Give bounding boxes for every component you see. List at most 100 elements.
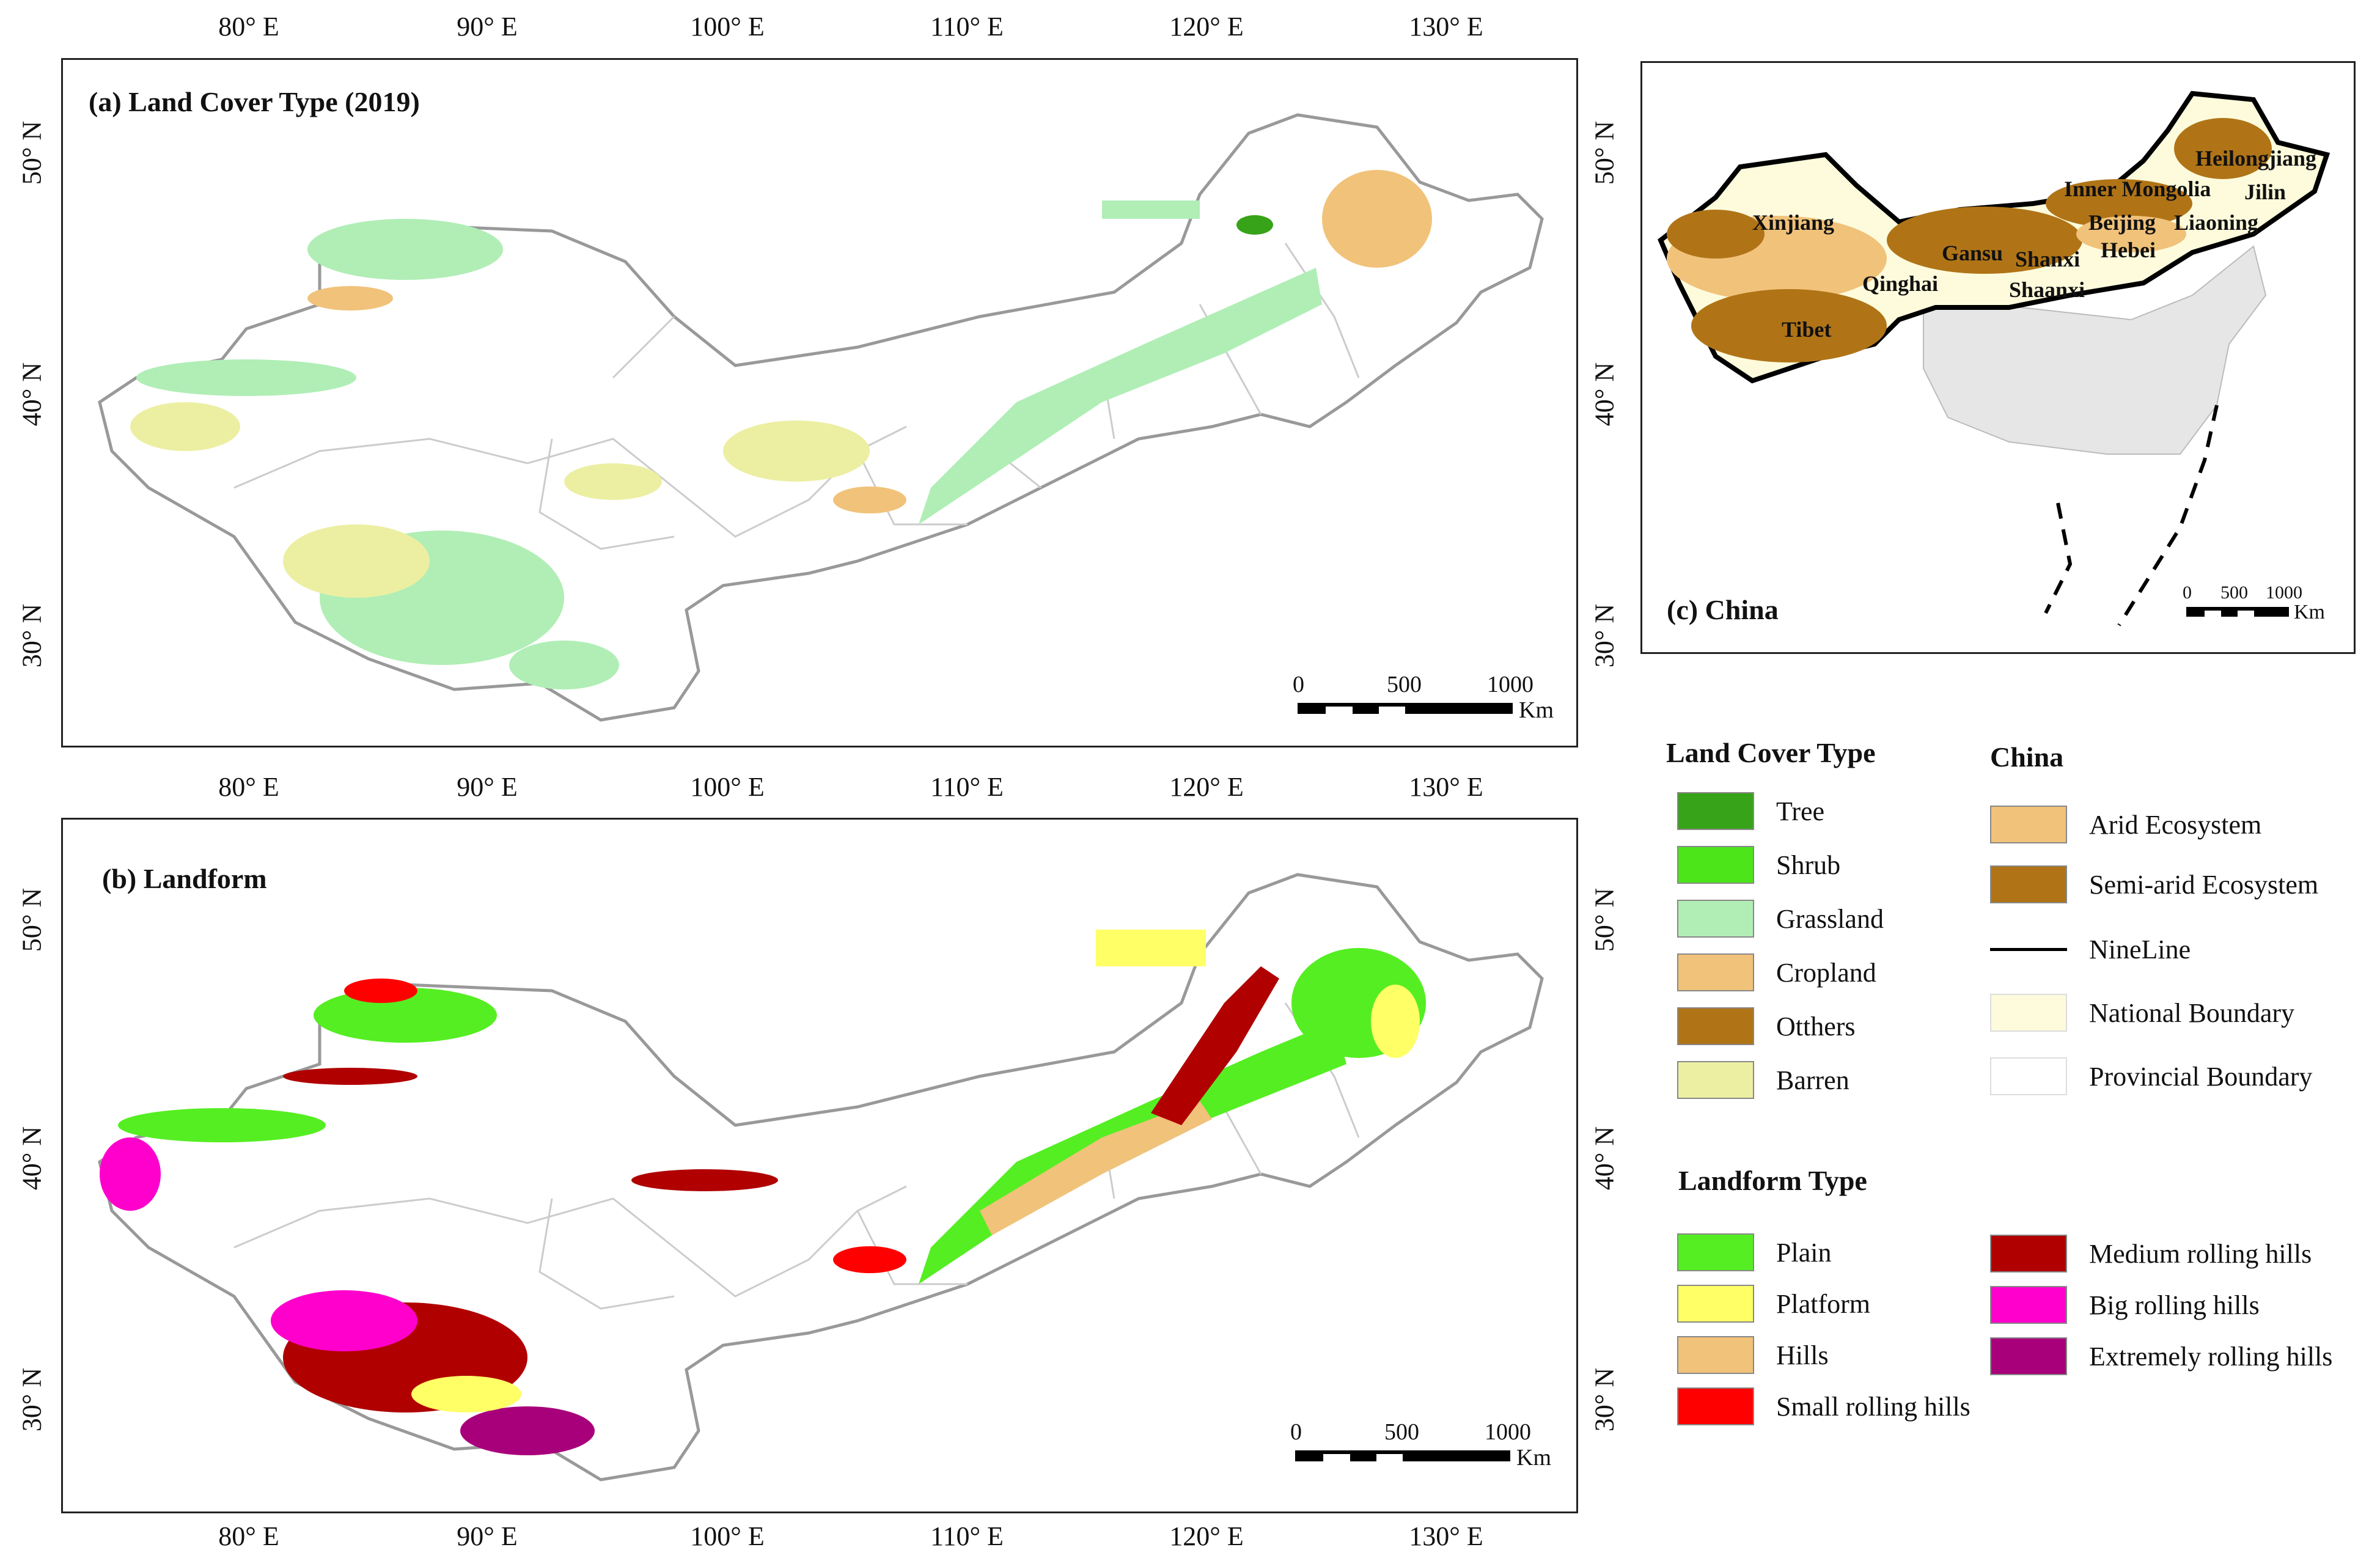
legend-line-swatch <box>1990 930 2067 968</box>
legend-title: Landform Type <box>1678 1165 1867 1196</box>
legend-item: Small rolling hills <box>1677 1387 1970 1425</box>
legend-swatch <box>1990 1286 2067 1324</box>
legend-item: National Boundary <box>1990 994 2294 1032</box>
legend-swatch <box>1677 953 1754 991</box>
province-label: Liaoning <box>2174 210 2259 235</box>
province-label: Beijing <box>2088 210 2156 235</box>
panel-a-bottom-tick: 100° E <box>690 772 765 802</box>
panel-b-bottom-tick: 90° E <box>457 1521 518 1551</box>
legend-item: Extremely rolling hills <box>1990 1337 2332 1375</box>
legend-label: Tree <box>1776 796 1825 826</box>
panel-a-bottom-tick: 110° E <box>930 772 1004 802</box>
panel-a-title: (a) Land Cover Type (2019) <box>89 86 420 117</box>
scale-unit: Km <box>2294 601 2325 623</box>
legend-swatch <box>1990 1235 2067 1273</box>
panel-a-bottom-tick: 120° E <box>1169 772 1244 802</box>
panel-a-top-tick: 110° E <box>930 12 1004 42</box>
legend-label: National Boundary <box>2089 997 2295 1028</box>
scale-unit: Km <box>1516 1445 1551 1471</box>
panel-c-title: (c) China <box>1667 594 1779 625</box>
legend-label: Extremely rolling hills <box>2089 1341 2333 1372</box>
panel-a-scale-bar: 0 500 1000 Km <box>1293 671 1566 732</box>
panel-a-top-tick: 120° E <box>1169 12 1244 42</box>
legend-label: Cropland <box>1776 957 1876 988</box>
land-cover-blobs <box>130 170 1432 689</box>
panel-a-right-tick: 30° N <box>1589 603 1620 668</box>
panel-c-map-frame: Heilongjiang Inner Mongolia Jilin Xinjia… <box>1640 61 2356 654</box>
panel-a-top-tick: 130° E <box>1409 12 1483 42</box>
province-label: Tibet <box>1782 317 1832 342</box>
legend-swatch <box>1990 994 2067 1032</box>
panel-b-bottom-tick: 130° E <box>1409 1521 1483 1551</box>
legend-swatch <box>1990 806 2067 843</box>
legend-swatch <box>1677 1387 1754 1425</box>
province-label: Hebei <box>2101 238 2156 262</box>
legend-item: Provincial Boundary <box>1990 1057 2312 1095</box>
scale-label: 0 <box>1293 672 1304 697</box>
panel-b-left-tick: 40° N <box>17 1126 47 1191</box>
panel-b-bottom-tick: 110° E <box>930 1521 1004 1551</box>
panel-a-left-tick: 40° N <box>17 362 47 427</box>
panel-b-right-tick: 30° N <box>1589 1367 1620 1432</box>
panel-b-right-tick: 40° N <box>1589 1126 1620 1191</box>
legend-swatch <box>1677 1061 1754 1099</box>
province-label: Inner Mongolia <box>2064 177 2211 201</box>
legend-label: Small rolling hills <box>1776 1391 1970 1422</box>
panel-b-bottom-tick: 100° E <box>690 1521 765 1551</box>
scale-bar-graphic <box>1295 1450 1510 1461</box>
legend-item: Shrub <box>1677 846 1840 884</box>
scale-bar-graphic <box>1298 703 1513 714</box>
panel-a-left-tick: 50° N <box>17 120 47 185</box>
scale-label: 500 <box>2220 582 2248 603</box>
legend-label: Medium rolling hills <box>2089 1238 2312 1269</box>
panel-c-scale-bar: 0 500 1000 Km <box>2183 582 2351 637</box>
legend-swatch <box>1677 1007 1754 1045</box>
legend-swatch <box>1990 1057 2067 1095</box>
panel-c-map <box>1658 90 2330 626</box>
scale-label: 500 <box>1384 1419 1419 1445</box>
scale-label: 0 <box>1290 1419 1302 1445</box>
panel-b-right-tick: 50° N <box>1589 887 1620 952</box>
legend-swatch <box>1677 792 1754 830</box>
legend-swatch <box>1677 1233 1754 1271</box>
legend-swatch <box>1990 1337 2067 1375</box>
panel-a-right-tick: 40° N <box>1589 362 1620 427</box>
province-label: Xinjiang <box>1752 210 1835 235</box>
legend-item: Barren <box>1677 1061 1849 1099</box>
panel-a-bottom-tick: 90° E <box>457 772 518 802</box>
legend-swatch <box>1677 1336 1754 1374</box>
panel-b-left-tick: 30° N <box>17 1367 47 1432</box>
legend-label: NineLine <box>2089 934 2191 964</box>
nine-dash-line <box>2044 405 2219 626</box>
scale-bar-graphic <box>2186 607 2289 617</box>
legend-label: Hills <box>1776 1340 1829 1370</box>
legend-label: Shrub <box>1776 850 1841 880</box>
scale-label: 500 <box>1387 672 1422 697</box>
panel-a-right-tick: 50° N <box>1589 120 1620 185</box>
province-label: Heilongjiang <box>2195 146 2317 171</box>
panel-b-scale-bar: 0 500 1000 Km <box>1290 1419 1564 1480</box>
panel-a-bottom-tick: 80° E <box>218 772 279 802</box>
panel-a-map-frame: (a) Land Cover Type (2019) 0 500 1000 Km <box>61 58 1578 747</box>
legend-item: NineLine <box>1990 930 2191 968</box>
legend-label: Otthers <box>1776 1011 1856 1041</box>
panel-a-bottom-tick: 130° E <box>1409 772 1483 802</box>
panel-a-top-tick: 100° E <box>690 12 765 42</box>
legend-label: Grassland <box>1776 903 1884 934</box>
scale-unit: Km <box>1519 697 1554 723</box>
legend-item: Otthers <box>1677 1007 1856 1045</box>
legend-item: Plain <box>1677 1233 1831 1271</box>
landform-blobs <box>100 930 1426 1455</box>
panel-b-bottom-tick: 120° E <box>1169 1521 1244 1551</box>
legend-item: Hills <box>1677 1336 1829 1374</box>
legend-item: Semi-arid Ecosystem <box>1990 865 2318 903</box>
legend-item: Tree <box>1677 792 1824 830</box>
scale-label: 0 <box>2183 582 2192 603</box>
legend-swatch <box>1677 1285 1754 1323</box>
legend-swatch <box>1990 865 2067 903</box>
panel-b-bottom-tick: 80° E <box>218 1521 279 1551</box>
legend-swatch <box>1677 846 1754 884</box>
panel-b-map <box>98 873 1544 1482</box>
panel-a-top-tick: 90° E <box>457 12 518 42</box>
province-label: Jilin <box>2244 180 2286 204</box>
